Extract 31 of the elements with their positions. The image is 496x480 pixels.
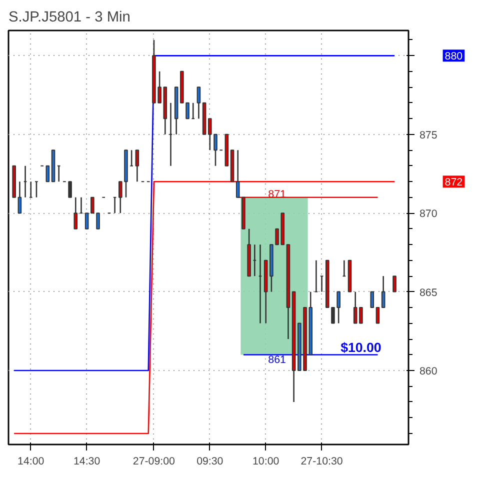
candlestick bbox=[331, 307, 335, 324]
y-tick-label: 870 bbox=[420, 208, 438, 220]
candlestick bbox=[135, 149, 140, 182]
candlestick bbox=[68, 181, 72, 198]
candlestick bbox=[90, 196, 94, 214]
y-tick-label: 875 bbox=[420, 129, 438, 142]
annotation: $10.00 bbox=[340, 340, 382, 355]
annotation: 861 bbox=[268, 354, 286, 366]
candlestick bbox=[370, 291, 374, 308]
text: 872 bbox=[444, 176, 463, 189]
candlestick bbox=[392, 276, 396, 292]
x-tick-label: 14:30 bbox=[73, 456, 100, 468]
x-tick-label: 14:00 bbox=[18, 456, 44, 468]
candlestick bbox=[96, 212, 100, 230]
x-tick-label: 10:00 bbox=[252, 456, 280, 468]
candlestick bbox=[381, 275, 386, 308]
candlestick bbox=[74, 196, 78, 230]
candlestick bbox=[336, 291, 340, 324]
y-tick-label: 865 bbox=[420, 286, 438, 299]
text: 880 bbox=[444, 50, 463, 63]
x-tick-label: 27-09:00 bbox=[132, 456, 176, 468]
candlestick bbox=[186, 102, 190, 120]
candlestick bbox=[376, 307, 380, 324]
candlestick bbox=[196, 86, 201, 120]
x-tick-label: 27-10:30 bbox=[300, 456, 343, 468]
x-tick-label: 09:30 bbox=[196, 456, 224, 468]
y-tick-label: 860 bbox=[420, 366, 438, 378]
candlestick bbox=[84, 212, 89, 230]
candlestick bbox=[46, 165, 50, 182]
candlestick bbox=[18, 180, 22, 214]
chart-title: S.JP.J5801 - 3 Min bbox=[8, 10, 130, 26]
